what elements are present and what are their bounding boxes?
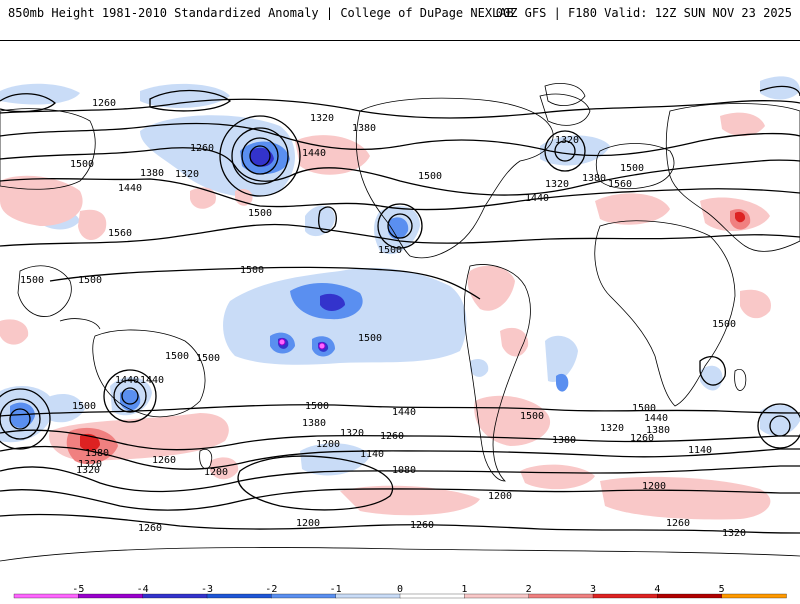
contour-label: 1500 (712, 319, 736, 330)
colorbar-segment (335, 593, 401, 599)
contour-label: 1440 (302, 148, 326, 159)
contour-label: 1140 (360, 449, 384, 460)
colorbar-segments (13, 593, 787, 599)
contour-label: 1440 (525, 193, 549, 204)
colorbar-segment (721, 593, 787, 599)
contour-label: 1440 (118, 183, 142, 194)
contour-label: 1500 (72, 401, 96, 412)
contour-label: 1260 (152, 455, 176, 466)
colorbar-tick-label: -3 (201, 584, 213, 595)
contour-label: 1500 (78, 275, 102, 286)
contour-label: 1380 (140, 168, 164, 179)
colorbar-segment (142, 593, 208, 599)
colorbar-segment (399, 593, 465, 599)
colorbar-tick-label: -2 (265, 584, 277, 595)
colorbar-tick-label: 2 (526, 584, 532, 595)
contour-label: 1440 (392, 407, 416, 418)
colorbar-tick-label: -4 (137, 584, 149, 595)
contour-label: 1500 (520, 411, 544, 422)
height-contours (0, 85, 800, 534)
contour-label: 1320 (78, 459, 102, 470)
colorbar-tick-label: 0 (397, 584, 403, 595)
contour-label: 1320 (545, 179, 569, 190)
colorbar-svg: -5 -4 -3 -2 -1 0 1 2 3 4 5 (13, 584, 787, 599)
colorbar-tick-label: -5 (72, 584, 84, 595)
contour-label: 1500 (20, 275, 44, 286)
colorbar-tick-label: -1 (330, 584, 342, 595)
colorbar-segment (528, 593, 594, 599)
colorbar-segment (657, 593, 723, 599)
colorbar-tick-label: 5 (719, 584, 725, 595)
contour-label: 1380 (302, 418, 326, 429)
contour-label: 1500 (378, 245, 402, 256)
model-run-info: 00Z GFS | F180 Valid: 12Z SUN NOV 23 202… (495, 6, 792, 20)
contour-label: 1260 (630, 433, 654, 444)
coastlines (0, 83, 800, 562)
contour-label: 1140 (688, 445, 712, 456)
colorbar-segment (13, 593, 79, 599)
contour-label: 1200 (296, 518, 320, 529)
contour-label: 1380 (582, 173, 606, 184)
contour-label: 1500 (248, 208, 272, 219)
contour-label: 1260 (138, 523, 162, 534)
contour-label: 1320 (310, 113, 334, 124)
extreme-positive-anomaly (80, 211, 746, 452)
colorbar-tick-label: 3 (590, 584, 596, 595)
contour-label: 1500 (358, 333, 382, 344)
contour-label: 1320 (722, 528, 746, 539)
contour-label: 1320 (555, 135, 579, 146)
contour-label: 1380 (85, 448, 109, 459)
contour-label: 1560 (108, 228, 132, 239)
contour-label: 1200 (316, 439, 340, 450)
contour-label: 1440 (644, 413, 668, 424)
contour-label: 1260 (666, 518, 690, 529)
colorbar-segment (464, 593, 530, 599)
contour-label: 1320 (76, 465, 100, 476)
contour-label: 1200 (204, 467, 228, 478)
colorbar-segment (592, 593, 658, 599)
contour-label: 1500 (620, 163, 644, 174)
contour-label: 1440 (115, 375, 139, 386)
colorbar: -5 -4 -3 -2 -1 0 1 2 3 4 5 (0, 583, 800, 600)
colorbar-segment (78, 593, 144, 599)
contour-label: 1260 (380, 431, 404, 442)
contour-label: 1260 (190, 143, 214, 154)
contour-label: 1080 (392, 465, 416, 476)
colorbar-segment (206, 593, 272, 599)
contour-label: 1500 (196, 353, 220, 364)
contour-label: 1260 (410, 520, 434, 531)
colorbar-tick-label: 4 (654, 584, 660, 595)
contour-label: 1200 (642, 481, 666, 492)
colorbar-ticks: -5 -4 -3 -2 -1 0 1 2 3 4 5 (72, 584, 724, 595)
contour-label: 1500 (632, 403, 656, 414)
contour-label: 1380 (352, 123, 376, 134)
contour-label: 1380 (552, 435, 576, 446)
colorbar-tick-label: 1 (461, 584, 467, 595)
contour-label: 1500 (305, 401, 329, 412)
contour-labels: 1260 1320 1380 1500 1440 1380 1320 1260 … (20, 98, 746, 539)
anomaly-map: 1260 1320 1380 1500 1440 1380 1320 1260 … (0, 40, 800, 585)
contour-label: 1440 (140, 375, 164, 386)
contour-label: 1380 (646, 425, 670, 436)
header-bar: 850mb Height 1981-2010 Standardized Anom… (0, 0, 800, 40)
contour-label: 1200 (488, 491, 512, 502)
contour-label: 1260 (92, 98, 116, 109)
contour-label: 1500 (418, 171, 442, 182)
contour-label: 1500 (70, 159, 94, 170)
contour-label: 1500 (165, 351, 189, 362)
contour-label: 1320 (340, 428, 364, 439)
contour-label: 1320 (175, 169, 199, 180)
contour-label: 1560 (608, 179, 632, 190)
colorbar-segment (271, 593, 337, 599)
contour-label: 1500 (240, 265, 264, 276)
contour-label: 1320 (600, 423, 624, 434)
min-anomaly-markers (278, 338, 326, 350)
map-title: 850mb Height 1981-2010 Standardized Anom… (8, 6, 514, 20)
